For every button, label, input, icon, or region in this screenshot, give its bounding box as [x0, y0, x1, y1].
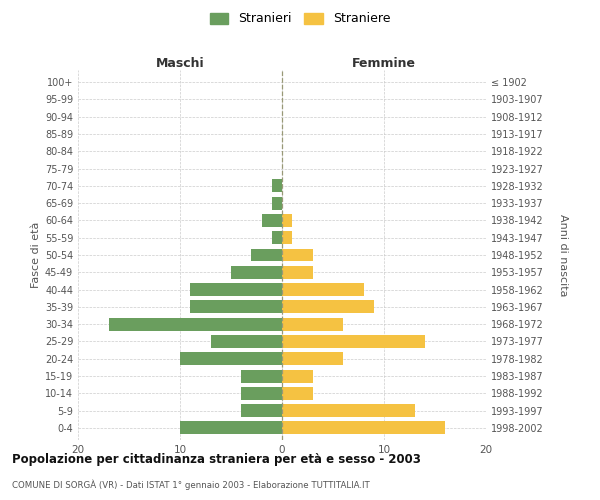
Bar	[282, 335, 425, 348]
Bar	[251, 248, 282, 262]
Bar	[272, 196, 282, 209]
Bar	[282, 387, 313, 400]
Bar	[190, 300, 282, 314]
Bar	[282, 422, 445, 434]
Bar	[180, 352, 282, 365]
Bar	[262, 214, 282, 227]
Bar	[282, 283, 364, 296]
Bar	[282, 266, 313, 279]
Bar	[282, 248, 313, 262]
Bar	[282, 370, 313, 382]
Bar	[282, 352, 343, 365]
Bar	[109, 318, 282, 330]
Text: Popolazione per cittadinanza straniera per età e sesso - 2003: Popolazione per cittadinanza straniera p…	[12, 452, 421, 466]
Bar	[231, 266, 282, 279]
Y-axis label: Anni di nascita: Anni di nascita	[557, 214, 568, 296]
Text: COMUNE DI SORGÀ (VR) - Dati ISTAT 1° gennaio 2003 - Elaborazione TUTTITALIA.IT: COMUNE DI SORGÀ (VR) - Dati ISTAT 1° gen…	[12, 480, 370, 490]
Bar	[282, 231, 292, 244]
Bar	[282, 214, 292, 227]
Text: Femmine: Femmine	[352, 57, 416, 70]
Legend: Stranieri, Straniere: Stranieri, Straniere	[206, 8, 394, 29]
Bar	[241, 404, 282, 417]
Text: Maschi: Maschi	[155, 57, 205, 70]
Bar	[241, 387, 282, 400]
Bar	[211, 335, 282, 348]
Bar	[282, 404, 415, 417]
Bar	[180, 422, 282, 434]
Bar	[272, 231, 282, 244]
Bar	[272, 180, 282, 192]
Bar	[241, 370, 282, 382]
Bar	[282, 300, 374, 314]
Bar	[190, 283, 282, 296]
Y-axis label: Fasce di età: Fasce di età	[31, 222, 41, 288]
Bar	[282, 318, 343, 330]
